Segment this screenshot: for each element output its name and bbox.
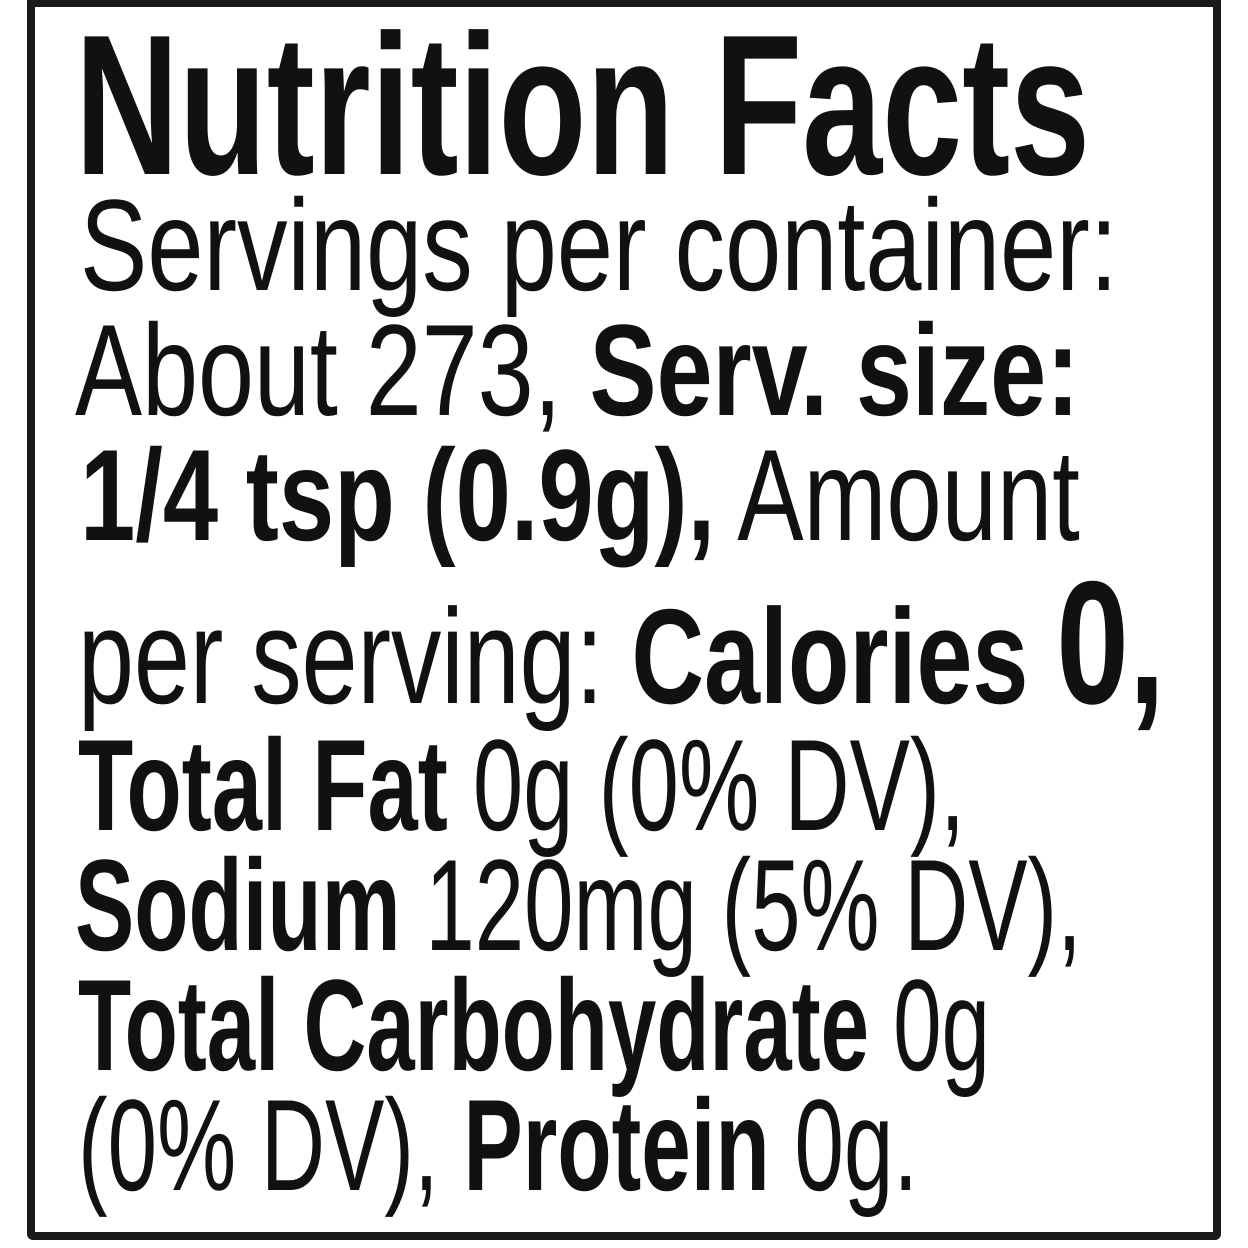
calories-label: Calories bbox=[631, 580, 1029, 732]
protein-value: 0g. bbox=[794, 1071, 919, 1218]
total-fat-value: 0g (0% DV), bbox=[472, 711, 966, 858]
serving-size-label: Serv. size: bbox=[589, 296, 1080, 443]
sodium-label: Sodium bbox=[75, 831, 401, 978]
carb-dv: (0% DV), bbox=[78, 1071, 439, 1218]
total-fat-line: Total Fat 0g (0% DV), bbox=[78, 720, 965, 850]
servings-size-line: About 273, Serv. size: bbox=[75, 305, 1080, 435]
label-border bbox=[27, 0, 1221, 1240]
amount-label: Amount bbox=[737, 421, 1080, 568]
protein-label: Protein bbox=[463, 1071, 770, 1218]
per-serving-label: per serving: bbox=[78, 580, 604, 732]
total-fat-label: Total Fat bbox=[78, 711, 448, 858]
serving-size-amount-line: 1/4 tsp (0.9g), Amount bbox=[80, 430, 1080, 560]
calories-line: per serving: Calories 0, bbox=[78, 556, 1165, 731]
protein-line: (0% DV), Protein 0g. bbox=[78, 1080, 918, 1210]
servings-line: Servings per container: bbox=[80, 180, 1118, 310]
calories-value: 0, bbox=[1056, 545, 1166, 741]
servings-value: About 273, bbox=[75, 296, 562, 443]
serving-size-value: 1/4 tsp (0.9g), bbox=[80, 421, 716, 568]
carb-value: 0g bbox=[893, 951, 990, 1098]
nutrition-facts-title: Nutrition Facts bbox=[75, 5, 1090, 206]
carb-label: Total Carbohydrate bbox=[78, 951, 870, 1098]
servings-label: Servings per container: bbox=[80, 171, 1118, 318]
carb-line: Total Carbohydrate 0g bbox=[78, 960, 990, 1090]
title-text: Nutrition Facts bbox=[75, 0, 1091, 217]
sodium-line: Sodium 120mg (5% DV), bbox=[75, 840, 1082, 970]
sodium-value: 120mg (5% DV), bbox=[425, 831, 1082, 978]
